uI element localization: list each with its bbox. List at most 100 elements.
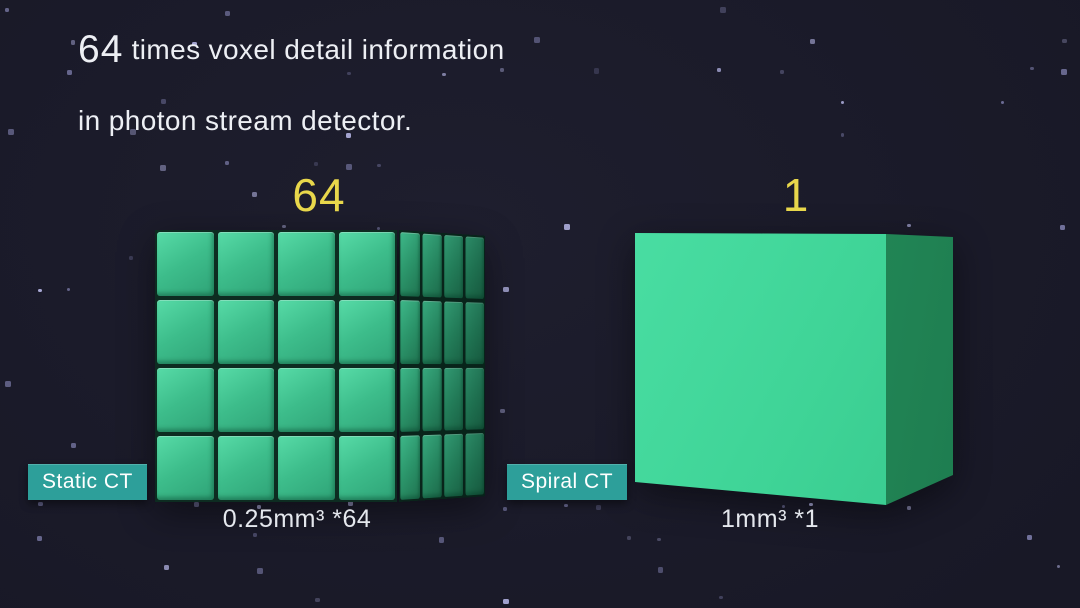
background-dot xyxy=(438,537,445,543)
background-dot xyxy=(782,504,786,508)
background-dot xyxy=(70,40,76,45)
background-dot xyxy=(499,408,505,414)
static-ct-caption: 0.25mm³ *64 xyxy=(222,505,372,533)
background-dot xyxy=(1027,534,1033,540)
background-dot xyxy=(779,70,784,75)
background-dot xyxy=(840,133,845,137)
spiral-cube-side xyxy=(886,234,953,505)
voxel-tile xyxy=(465,302,484,365)
background-dot xyxy=(502,286,509,293)
voxel-tile xyxy=(422,300,442,365)
background-dot xyxy=(347,71,351,76)
background-dot xyxy=(442,72,447,77)
background-dot xyxy=(377,164,381,168)
voxel-tile xyxy=(278,436,335,500)
background-dot xyxy=(657,537,662,542)
title-line2-text: in photon stream detector. xyxy=(78,105,413,136)
background-dot xyxy=(502,506,507,511)
title-highlight-number: 64 xyxy=(78,28,124,71)
voxel-tile xyxy=(444,367,464,431)
background-dot xyxy=(564,503,568,508)
background-dot xyxy=(194,501,200,507)
background-dot xyxy=(192,41,198,47)
voxel-tile xyxy=(444,235,464,299)
background-dot xyxy=(315,597,321,603)
background-dot xyxy=(251,192,257,198)
static-cube-front xyxy=(155,230,397,502)
spiral-ct-count-label: 1 xyxy=(782,169,810,221)
static-ct-count-label: 64 xyxy=(292,169,346,221)
background-dot xyxy=(533,36,540,43)
background-dot xyxy=(1059,224,1066,231)
background-dot xyxy=(160,99,166,105)
voxel-tile xyxy=(278,368,335,432)
background-dot xyxy=(160,164,166,171)
background-dot xyxy=(719,7,726,14)
background-dot xyxy=(906,505,912,511)
voxel-tile xyxy=(217,232,274,296)
background-dot xyxy=(7,129,14,136)
voxel-tile xyxy=(444,301,464,365)
voxel-tile xyxy=(217,368,274,432)
background-dot xyxy=(626,536,631,541)
background-dot xyxy=(66,69,72,75)
voxel-tile xyxy=(217,436,274,500)
background-dot xyxy=(38,288,43,293)
background-dot xyxy=(1000,100,1004,104)
background-dot xyxy=(346,133,351,138)
background-dot xyxy=(253,532,258,537)
background-dot xyxy=(809,502,813,507)
background-dot xyxy=(1057,565,1061,569)
background-dot xyxy=(224,10,231,17)
background-dot xyxy=(38,501,43,507)
voxel-tile xyxy=(157,368,214,432)
background-dot xyxy=(719,596,723,600)
background-dot xyxy=(907,224,911,228)
spiral-ct-caption: 1mm³ *1 xyxy=(721,505,819,533)
background-dot xyxy=(129,256,134,261)
background-dot xyxy=(37,536,42,541)
title-line1-text: times voxel detail information xyxy=(123,34,505,65)
voxel-tile xyxy=(217,300,274,364)
voxel-tile xyxy=(278,300,335,364)
background-dot xyxy=(225,161,230,166)
voxel-tile xyxy=(400,232,420,297)
background-dot xyxy=(5,380,12,387)
voxel-tile xyxy=(278,232,335,296)
background-dot xyxy=(376,227,381,231)
background-dot xyxy=(348,501,354,507)
background-dot xyxy=(129,129,136,136)
background-dot xyxy=(593,68,600,74)
background-dot xyxy=(841,100,845,105)
background-dot xyxy=(346,164,352,170)
voxel-tile xyxy=(338,232,395,296)
voxel-tile xyxy=(465,367,484,430)
voxel-tile xyxy=(400,367,420,432)
voxel-tile xyxy=(465,433,484,496)
background-dot xyxy=(314,162,319,167)
voxel-tile xyxy=(157,300,214,364)
background-dot xyxy=(500,68,504,73)
background-dot xyxy=(717,68,722,73)
background-dot xyxy=(1062,38,1067,44)
voxel-tile xyxy=(338,300,395,364)
spiral-cube-front xyxy=(635,233,886,505)
background-dot xyxy=(70,442,77,449)
background-dot xyxy=(163,564,169,570)
static-ct-voxel-cube xyxy=(155,230,486,502)
voxel-tile xyxy=(444,433,464,497)
voxel-tile xyxy=(157,232,214,296)
voxel-tile xyxy=(422,233,442,298)
background-dot xyxy=(282,224,287,229)
spiral-ct-badge: Spiral CT xyxy=(507,464,628,500)
background-dot xyxy=(256,505,261,510)
background-dot xyxy=(1030,67,1034,71)
background-dot xyxy=(657,567,664,574)
voxel-tile xyxy=(400,435,420,500)
background-dot xyxy=(503,598,510,605)
static-ct-badge: Static CT xyxy=(28,464,147,500)
background-dot xyxy=(256,568,263,575)
background-dot xyxy=(5,7,10,12)
spiral-ct-voxel-cube xyxy=(635,228,957,513)
